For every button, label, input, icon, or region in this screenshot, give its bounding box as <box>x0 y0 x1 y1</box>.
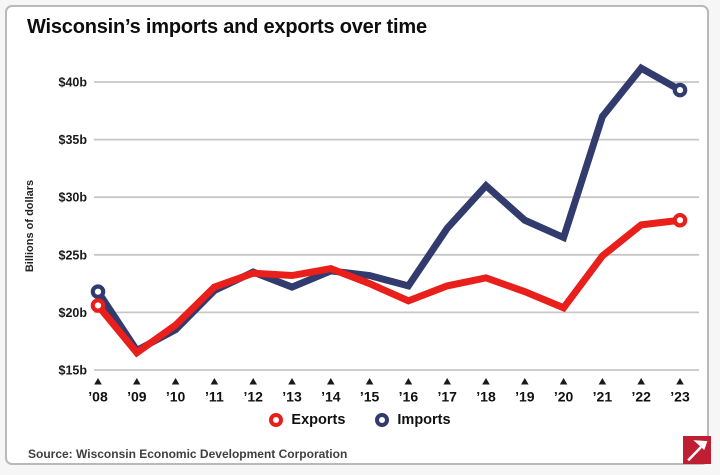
endpoint-marker-imports <box>672 82 688 98</box>
x-tick-label: ’08 <box>88 389 108 405</box>
chart-legend: Exports Imports <box>0 412 720 428</box>
x-tick-marker <box>94 378 102 385</box>
x-tick-marker <box>482 378 490 385</box>
x-tick-label: ’22 <box>631 389 651 405</box>
x-tick-label: ’20 <box>554 389 574 405</box>
x-tick-label: ’12 <box>243 389 263 405</box>
logo-pick-head <box>693 440 708 450</box>
x-tick-marker <box>133 378 141 385</box>
x-tick-marker <box>210 378 219 385</box>
x-tick-marker <box>521 378 529 385</box>
legend-item-exports: Exports <box>269 412 345 428</box>
y-tick-label: $20b <box>59 306 88 320</box>
x-tick-marker <box>288 378 296 385</box>
x-tick-marker <box>171 378 180 385</box>
x-tick-label: ’11 <box>205 389 224 405</box>
endpoint-marker-exports <box>672 212 688 228</box>
y-tick-label: $30b <box>59 191 88 205</box>
x-tick-marker <box>598 378 607 385</box>
y-axis-title: Billions of dollars <box>24 180 36 272</box>
endpoint-marker-imports <box>90 284 106 299</box>
y-tick-label: $40b <box>59 76 88 90</box>
x-tick-label: ’23 <box>670 389 690 405</box>
x-tick-label: ’16 <box>399 389 419 405</box>
x-tick-label: ’18 <box>476 389 496 405</box>
x-tick-marker <box>327 378 335 385</box>
exports-marker-icon <box>269 413 284 427</box>
series-line-exports <box>95 216 681 358</box>
x-tick-marker <box>249 378 257 385</box>
endpoint-marker-exports <box>90 298 106 313</box>
x-tick-marker <box>365 378 374 385</box>
x-tick-label: ’14 <box>321 389 341 405</box>
x-tick-label: ’19 <box>515 389 535 405</box>
legend-label-exports: Exports <box>291 412 346 428</box>
x-tick-marker <box>676 378 684 385</box>
x-tick-label: ’09 <box>127 389 147 405</box>
x-tick-marker <box>443 378 451 385</box>
legend-item-imports: Imports <box>375 412 451 428</box>
x-tick-label: ’21 <box>593 389 613 405</box>
logo-pick-handle <box>687 446 703 462</box>
x-tick-marker <box>404 378 413 385</box>
chart-title: Wisconsin’s imports and exports over tim… <box>27 16 427 38</box>
brand-logo-icon <box>683 436 711 464</box>
y-tick-label: $15b <box>59 364 88 378</box>
x-tick-marker <box>637 378 645 385</box>
x-tick-label: ’17 <box>437 389 457 405</box>
x-tick-label: ’10 <box>166 389 186 405</box>
y-tick-label: $35b <box>59 133 88 147</box>
legend-label-imports: Imports <box>397 412 451 428</box>
source-attribution: Source: Wisconsin Economic Development C… <box>28 447 348 461</box>
imports-marker-icon <box>375 413 390 427</box>
x-tick-label: ’13 <box>282 389 302 405</box>
x-tick-marker <box>559 378 568 385</box>
y-tick-label: $25b <box>59 248 88 262</box>
x-tick-label: ’15 <box>360 389 380 405</box>
series-line-imports <box>95 63 682 356</box>
